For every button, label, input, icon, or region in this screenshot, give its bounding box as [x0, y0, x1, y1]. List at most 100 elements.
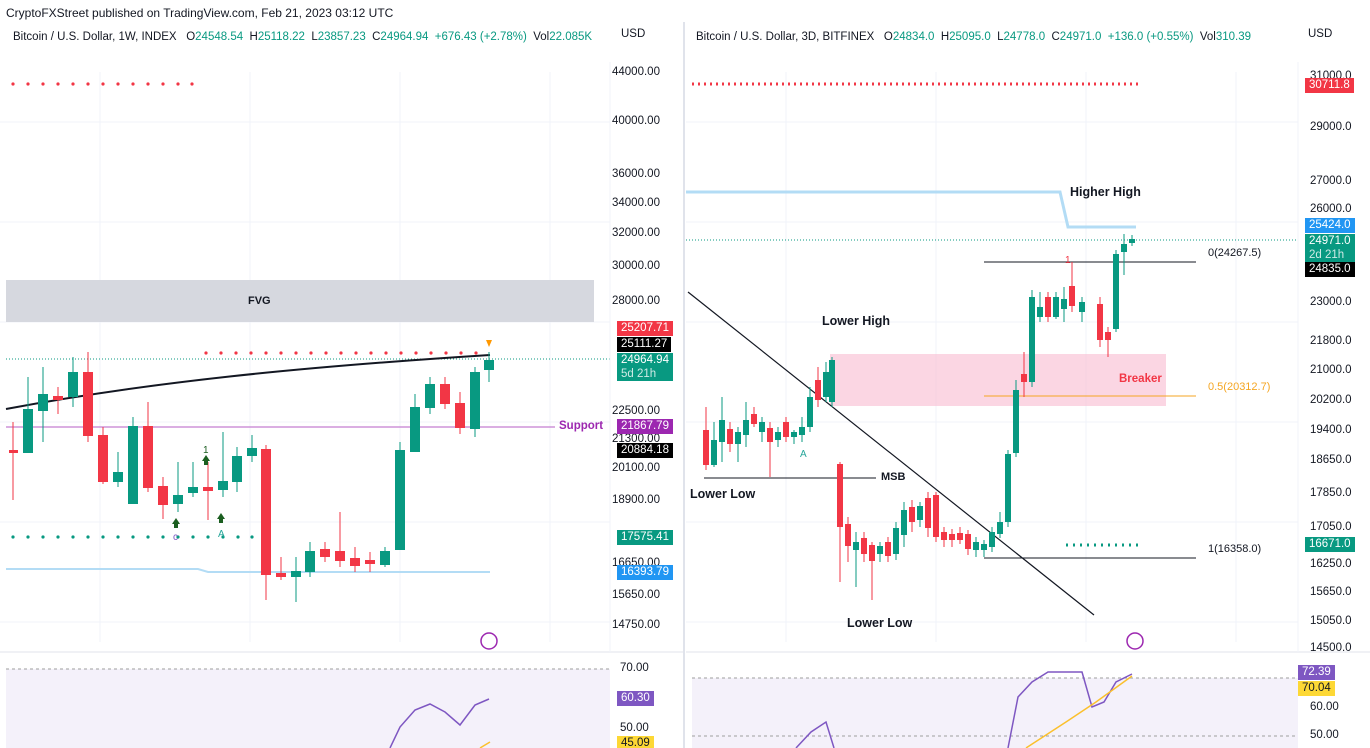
- signal-label-1: 1: [203, 445, 209, 456]
- left-close: 24964.94: [380, 31, 429, 43]
- tradingview-logo: [1126, 632, 1144, 650]
- left-rsi-tick: 50.00: [620, 722, 649, 734]
- tradingview-logo: [480, 632, 498, 650]
- msb-label: MSB: [881, 471, 906, 483]
- right-chart-canvas[interactable]: [686, 22, 1370, 748]
- right-ohlc-legend: Bitcoin / U.S. Dollar, 3D, BITFINEX O248…: [696, 31, 1252, 43]
- rsi-tag: 72.39: [1298, 665, 1335, 680]
- left-axis-tick: 15650.00: [612, 589, 660, 601]
- rsi-tag: 60.30: [617, 691, 654, 706]
- rsi-line: [389, 698, 490, 748]
- right-axis-tick: 15050.0: [1310, 615, 1352, 627]
- price-tag-black: 24835.0: [1305, 262, 1355, 277]
- fvg-zone: [6, 280, 594, 322]
- left-axis-tick: 30000.00: [612, 260, 660, 272]
- rsi-line: [795, 720, 835, 748]
- left-symbol: Bitcoin / U.S. Dollar, 1W, INDEX: [13, 31, 177, 43]
- right-axis-tick: 19400.0: [1310, 424, 1352, 436]
- right-axis-tick: 14500.0: [1310, 642, 1352, 654]
- right-candles: [703, 234, 1135, 600]
- left-chart-pane[interactable]: Bitcoin / U.S. Dollar, 1W, INDEX O24548.…: [0, 22, 683, 748]
- price-tag-green: 16671.0: [1305, 537, 1355, 552]
- recent-high-dots: [204, 351, 478, 355]
- left-axis-tick: 14750.00: [612, 619, 660, 631]
- right-axis-tick: 17050.0: [1310, 521, 1352, 533]
- price-tag-last: 24964.94 5d 21h: [617, 353, 673, 381]
- left-currency: USD: [621, 28, 646, 40]
- left-axis-tick: 28000.00: [612, 295, 660, 307]
- right-change: +136.0 (+0.55%): [1107, 31, 1194, 43]
- left-candles: [9, 352, 494, 602]
- left-open: 24548.54: [195, 31, 244, 43]
- right-close: 24971.0: [1059, 31, 1102, 43]
- right-rsi-tick: 60.00: [1310, 701, 1339, 713]
- left-axis-tick: 34000.00: [612, 197, 660, 209]
- right-currency: USD: [1308, 28, 1333, 40]
- price-tag-last: 24971.0 2d 21h: [1305, 234, 1355, 262]
- left-low: 23857.23: [317, 31, 366, 43]
- right-rsi-tick: 50.00: [1310, 729, 1339, 741]
- rsi-ma-tag: 70.04: [1298, 681, 1335, 696]
- higher-high-line: [686, 190, 1136, 229]
- fib-0-label: 0(24267.5): [1208, 247, 1262, 259]
- marker-1-label: 1: [1065, 255, 1071, 266]
- fvg-label: FVG: [248, 295, 271, 307]
- buy-signal-arrows: [172, 455, 225, 528]
- left-change: +676.43 (+2.78%): [434, 31, 527, 43]
- left-rsi-tick: 70.00: [620, 662, 649, 674]
- marker-a-label: A: [800, 449, 807, 460]
- right-axis-tick: 18650.0: [1310, 454, 1352, 466]
- breaker-label: Breaker: [1119, 373, 1162, 385]
- price-tag-high: 30711.8: [1305, 78, 1354, 93]
- right-axis-tick: 20200.0: [1310, 394, 1352, 406]
- rsi-ma-tag: 45.09: [617, 736, 654, 748]
- price-tag-high: 25207.71: [617, 321, 673, 336]
- right-axis-tick: 23000.0: [1310, 296, 1352, 308]
- left-axis-tick: 32000.00: [612, 227, 660, 239]
- lower-low-label-2: Lower Low: [847, 616, 913, 630]
- right-axis-tick: 29000.0: [1310, 121, 1352, 133]
- right-axis-tick: 21800.0: [1310, 335, 1352, 347]
- left-axis-tick: 21300.00: [612, 433, 660, 445]
- right-chart-pane[interactable]: Bitcoin / U.S. Dollar, 3D, BITFINEX O248…: [686, 22, 1370, 748]
- low-line: [6, 568, 490, 573]
- fib-05-label: 0.5(20312.7): [1208, 381, 1271, 393]
- left-high: 25118.22: [257, 31, 305, 43]
- signal-label-a: A: [218, 529, 225, 540]
- right-axis-tick: 21000.0: [1310, 364, 1352, 376]
- right-axis-tick: 15650.0: [1310, 586, 1352, 598]
- price-tag-blue: 16393.79: [617, 565, 673, 580]
- right-axis-tick: 26000.0: [1310, 203, 1352, 215]
- right-axis-tick: 27000.0: [1310, 175, 1352, 187]
- price-tag-green: 17575.41: [617, 530, 673, 545]
- support-dots: [11, 535, 254, 539]
- lower-high-label: Lower High: [822, 314, 891, 328]
- right-axis-tick: 17850.0: [1310, 487, 1352, 499]
- trend-line: [5, 354, 491, 410]
- right-volume: 310.39: [1215, 31, 1252, 43]
- price-tag-blue: 25424.0: [1305, 218, 1355, 233]
- lower-low-label-1: Lower Low: [690, 487, 756, 501]
- signal-label-c: c: [173, 532, 178, 543]
- right-low: 24778.0: [1003, 31, 1046, 43]
- left-axis-tick: 40000.00: [612, 115, 660, 127]
- pane-divider[interactable]: [683, 22, 685, 748]
- left-axis-tick: 22500.00: [612, 405, 660, 417]
- trend-line: [687, 291, 1095, 616]
- signal-arrow-down: [486, 340, 492, 347]
- left-axis-tick: 44000.00: [612, 66, 660, 78]
- left-volume: 22.085K: [549, 31, 593, 43]
- right-axis-tick: 16250.0: [1310, 558, 1352, 570]
- price-tag-line: 25111.27: [617, 337, 672, 352]
- support-label: Support: [559, 420, 604, 432]
- left-axis-tick: 20100.00: [612, 462, 660, 474]
- resistance-dots: [11, 82, 194, 86]
- left-axis-tick: 36000.00: [612, 168, 660, 180]
- higher-high-label: Higher High: [1070, 185, 1141, 199]
- fib-1-label: 1(16358.0): [1208, 543, 1262, 555]
- publisher-header: CryptoFXStreet published on TradingView.…: [6, 6, 394, 20]
- price-tag-black: 20884.18: [617, 443, 673, 458]
- left-chart-canvas[interactable]: [0, 22, 683, 748]
- price-tag-support: 21867.79: [617, 419, 673, 434]
- right-symbol: Bitcoin / U.S. Dollar, 3D, BITFINEX: [696, 31, 875, 43]
